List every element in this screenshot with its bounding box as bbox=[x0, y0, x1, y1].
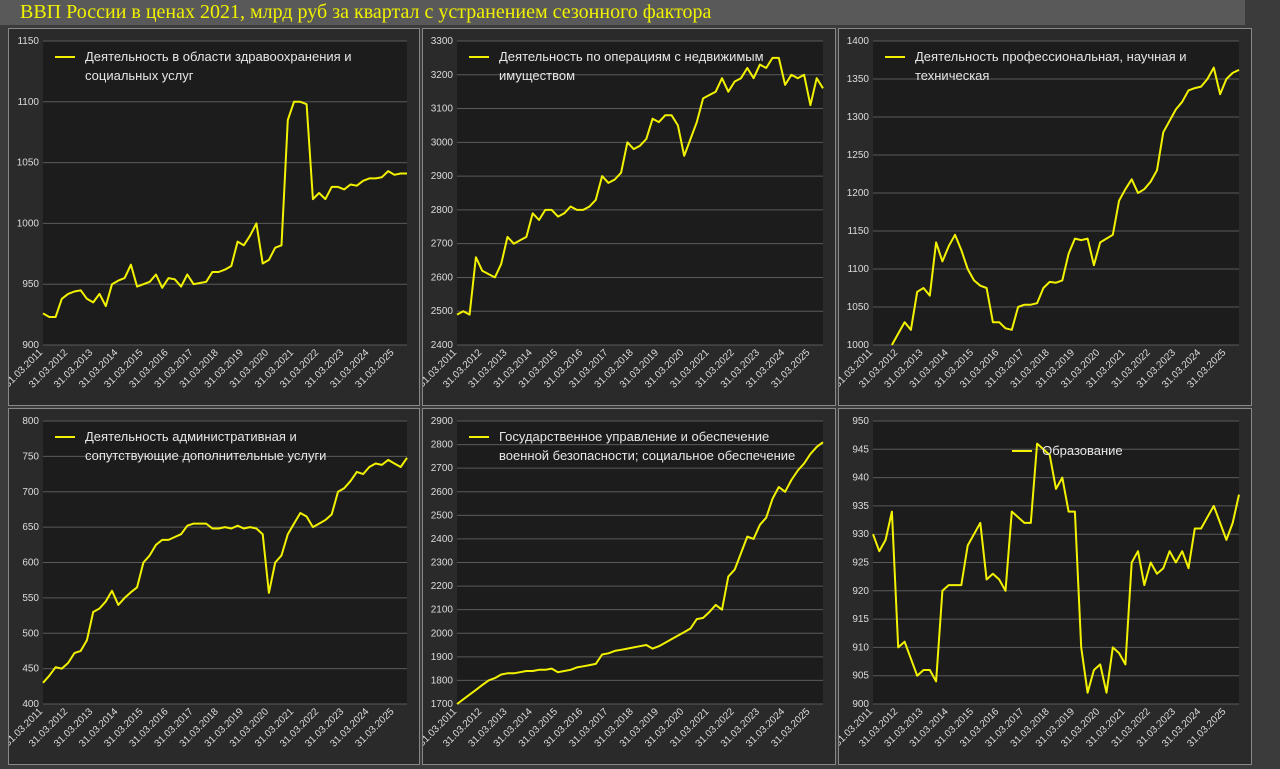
legend-label: Образование bbox=[1042, 443, 1123, 458]
y-tick-label: 900 bbox=[22, 340, 39, 351]
y-tick-label: 1200 bbox=[847, 188, 870, 199]
data-line bbox=[42, 457, 408, 684]
y-tick-label: 945 bbox=[852, 444, 869, 455]
plot-area bbox=[457, 41, 823, 345]
y-tick-label: 1050 bbox=[847, 302, 870, 313]
chart-panel: 1700 1800 1900 2000 2100 2200 2300 2400 2500 2600… bbox=[422, 408, 836, 765]
legend-entry: Деятельность административная и сопутств… bbox=[55, 427, 389, 465]
data-line bbox=[456, 441, 824, 705]
y-tick-label: 400 bbox=[22, 699, 39, 710]
page-title: ВВП России в ценах 2021, млрд руб за ква… bbox=[0, 0, 1245, 25]
y-tick-label: 1900 bbox=[431, 652, 454, 663]
chart: 10001050110011501200125013001350140031.0… bbox=[839, 36, 1240, 391]
y-tick-label: 1250 bbox=[847, 150, 870, 161]
y-tick-label: 1150 bbox=[847, 226, 869, 237]
y-tick-label: 1800 bbox=[431, 675, 454, 686]
y-tick-label: 2800 bbox=[431, 205, 454, 216]
y-tick-label: 1000 bbox=[17, 218, 40, 229]
y-tick-label: 550 bbox=[22, 593, 39, 604]
y-tick-label: 2500 bbox=[431, 306, 454, 317]
chart: 2400 2500 2600 2700 2800 2900 3000 3100 3200 3300… bbox=[423, 36, 824, 391]
y-tick-label: 1300 bbox=[847, 112, 870, 123]
y-tick-label: 3000 bbox=[431, 137, 454, 148]
y-tick-label: 500 bbox=[22, 628, 39, 639]
y-tick-label: 920 bbox=[852, 586, 869, 597]
y-tick-label: 1400 bbox=[847, 36, 870, 47]
legend-key bbox=[469, 56, 489, 58]
y-tick-label: 650 bbox=[22, 522, 39, 533]
y-tick-label: 450 bbox=[22, 664, 39, 675]
y-tick-label: 2600 bbox=[431, 487, 454, 498]
y-tick-label: 700 bbox=[22, 487, 39, 498]
y-tick-label: 1000 bbox=[847, 340, 870, 351]
chart-panel: 400 450 500 550 600 650 700 750 800 31.03.2011 31.… bbox=[8, 408, 420, 765]
y-tick-label: 2900 bbox=[431, 171, 454, 182]
y-tick-label: 2100 bbox=[431, 605, 454, 616]
y-tick-label: 2700 bbox=[431, 463, 454, 474]
legend-entry: Деятельность профессиональная, научная и… bbox=[885, 47, 1221, 85]
y-tick-label: 2200 bbox=[431, 581, 454, 592]
data-line bbox=[872, 442, 1240, 694]
y-tick-label: 3200 bbox=[431, 70, 454, 81]
y-tick-label: 2400 bbox=[431, 340, 454, 351]
y-tick-label: 2000 bbox=[431, 628, 454, 639]
legend-entry: Образование bbox=[1012, 441, 1123, 460]
data-line bbox=[42, 100, 407, 318]
y-tick-label: 2900 bbox=[431, 416, 454, 427]
y-tick-label: 2600 bbox=[431, 272, 454, 283]
legend-entry: Деятельность в области здравоохранения и… bbox=[55, 47, 389, 85]
data-line bbox=[456, 56, 824, 316]
legend-key bbox=[885, 56, 905, 58]
y-tick-label: 1050 bbox=[17, 158, 40, 169]
legend-label: Деятельность административная и сопутств… bbox=[85, 429, 327, 463]
chart: 90090591091592092593093594094595031.03.2… bbox=[839, 416, 1240, 750]
y-tick-label: 3300 bbox=[431, 36, 454, 47]
chart-panel: 900 950 1000 1050 1100 1150 31.03.2011 31.03.20… bbox=[8, 28, 420, 406]
legend-key bbox=[55, 436, 75, 438]
y-tick-label: 910 bbox=[852, 642, 869, 653]
y-tick-label: 950 bbox=[852, 416, 869, 427]
legend-entry: Государственное управление и обеспечение… bbox=[469, 427, 805, 465]
y-tick-label: 925 bbox=[852, 558, 869, 569]
y-tick-label: 1150 bbox=[17, 36, 39, 47]
legend-key bbox=[55, 56, 75, 58]
y-tick-label: 600 bbox=[22, 558, 39, 569]
y-tick-label: 900 bbox=[852, 699, 869, 710]
legend-label: Деятельность в области здравоохранения и… bbox=[85, 49, 352, 83]
y-tick-label: 2800 bbox=[431, 440, 454, 451]
legend-label: Государственное управление и обеспечение… bbox=[499, 429, 796, 463]
chart: 1700 1800 1900 2000 2100 2200 2300 2400 2500 2600… bbox=[423, 416, 824, 750]
chart: 900950100010501100115031.03.201131.03.20… bbox=[9, 36, 407, 391]
y-tick-label: 3100 bbox=[431, 104, 454, 115]
legend-entry: Деятельность по операциям с недвижимым и… bbox=[469, 47, 805, 85]
y-tick-label: 2300 bbox=[431, 558, 454, 569]
chart: 40045050055060065070075080031.03.201131.… bbox=[9, 416, 408, 750]
y-tick-label: 1700 bbox=[431, 699, 454, 710]
y-tick-label: 930 bbox=[852, 529, 869, 540]
y-tick-label: 1100 bbox=[847, 264, 869, 275]
plot-area bbox=[43, 41, 407, 345]
chart-panel: 900 905 910 915 920 925 930 935 940 945 950 31.03.2… bbox=[838, 408, 1252, 765]
legend-key bbox=[469, 436, 489, 438]
legend-label: Деятельность профессиональная, научная и… bbox=[915, 49, 1187, 83]
y-tick-label: 2700 bbox=[431, 239, 454, 250]
y-tick-label: 2500 bbox=[431, 510, 454, 521]
y-tick-label: 905 bbox=[852, 671, 869, 682]
chart-panel: 1000 1050 1100 1150 1200 1250 1300 1350 1400 31.0… bbox=[838, 28, 1252, 406]
y-tick-label: 1350 bbox=[847, 74, 870, 85]
legend-label: Деятельность по операциям с недвижимым и… bbox=[499, 49, 764, 83]
y-tick-label: 950 bbox=[22, 279, 39, 290]
y-tick-label: 1100 bbox=[17, 97, 39, 108]
y-tick-label: 915 bbox=[852, 614, 869, 625]
y-tick-label: 2400 bbox=[431, 534, 454, 545]
legend-key bbox=[1012, 450, 1033, 452]
y-tick-label: 800 bbox=[22, 416, 39, 427]
y-tick-label: 935 bbox=[852, 501, 869, 512]
y-tick-label: 940 bbox=[852, 473, 869, 484]
chart-panel: 2400 2500 2600 2700 2800 2900 3000 3100 3200 3300… bbox=[422, 28, 836, 406]
data-line bbox=[891, 66, 1240, 346]
y-tick-label: 750 bbox=[22, 451, 39, 462]
